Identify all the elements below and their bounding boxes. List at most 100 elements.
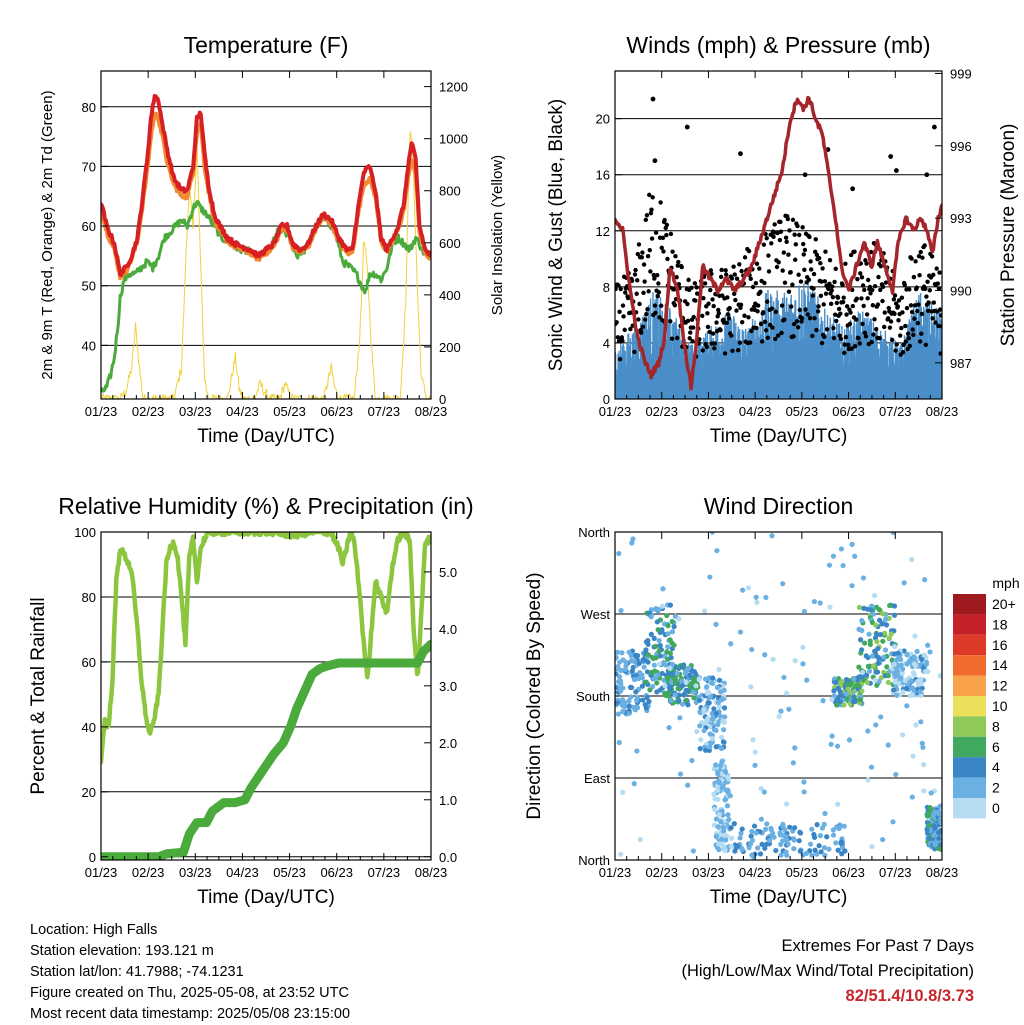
gust-point xyxy=(665,256,670,262)
gust-point xyxy=(646,289,651,294)
gust-point xyxy=(780,268,785,273)
gust-point xyxy=(842,342,848,347)
gust-point xyxy=(919,331,924,336)
winds-y-ticks: 0 4 8 12 16 20 xyxy=(596,112,622,407)
wind-direction-point xyxy=(911,656,917,662)
wind-direction-point xyxy=(834,702,840,708)
wind-direction-point xyxy=(910,685,916,691)
wind-direction-point xyxy=(674,670,680,677)
wind-direction-point xyxy=(904,703,910,709)
gust-point xyxy=(722,351,728,356)
gust-point xyxy=(794,319,800,324)
wind-direction-point xyxy=(749,646,755,653)
wind-direction-point xyxy=(716,811,722,817)
winds-x-tick-label: 04/23 xyxy=(739,404,772,419)
gust-point xyxy=(637,301,642,307)
wind-direction-point xyxy=(764,821,770,827)
wind-direction-point xyxy=(910,670,917,676)
temperature-y-tick-label: 70 xyxy=(82,159,96,174)
gust-point xyxy=(829,288,834,293)
gust-point xyxy=(888,319,894,324)
wind-direction-point xyxy=(881,654,887,660)
wind-direction-point xyxy=(665,623,671,629)
gust-point xyxy=(625,295,631,301)
gust-point xyxy=(641,290,646,296)
wind-direction-point xyxy=(920,744,926,751)
gust-point xyxy=(905,331,911,336)
wind-direction-point xyxy=(866,668,873,674)
winds-y2-tick-label: 999 xyxy=(950,66,972,81)
winds-y-tick-label: 0 xyxy=(603,392,610,407)
gust-point xyxy=(656,281,661,286)
wind-direction-point xyxy=(757,851,764,857)
gust-point xyxy=(648,269,653,274)
gust-point xyxy=(617,309,622,314)
gust-point xyxy=(848,252,854,258)
wind-direction-point xyxy=(637,670,643,676)
gust-point xyxy=(923,286,928,292)
gust-point xyxy=(619,335,625,340)
gust-point xyxy=(892,293,898,298)
wind-direction-point xyxy=(768,826,774,833)
gust-point xyxy=(762,319,768,324)
gust-point xyxy=(779,303,785,308)
wind-direction-point xyxy=(909,556,915,563)
wind-direction-x-tick-label: 06/23 xyxy=(832,865,865,880)
wind-direction-point xyxy=(750,737,756,743)
gust-point xyxy=(782,280,788,285)
gust-point xyxy=(870,303,875,308)
wind-direction-point xyxy=(857,637,864,643)
gust-point xyxy=(771,234,776,240)
wind-direction-point xyxy=(645,638,651,644)
gust-point xyxy=(893,348,898,353)
gust-point xyxy=(920,255,925,260)
temperature-y-label: 2m & 9m T (Red, Orange) & 2m Td (Green) xyxy=(39,90,56,379)
wind-direction-point xyxy=(748,833,754,839)
gust-point xyxy=(719,267,724,273)
gust-point xyxy=(675,263,680,268)
wind-direction-point xyxy=(622,703,628,710)
wind-direction-point xyxy=(663,662,669,668)
wind-direction-point xyxy=(938,846,942,853)
gust-point xyxy=(852,249,857,254)
speed-legend-label: 6 xyxy=(992,739,1000,755)
temperature-y2-tick-label: 800 xyxy=(439,184,461,199)
wind-direction-point xyxy=(923,661,929,667)
gust-point xyxy=(622,327,627,333)
temperature-x-tick-label: 04/23 xyxy=(226,404,259,419)
gust-point xyxy=(748,276,753,282)
humidity-y-tick-label: 40 xyxy=(82,720,96,735)
temperature-y-tick-label: 60 xyxy=(82,219,96,234)
wind-direction-point xyxy=(886,635,893,641)
speed-legend-swatch xyxy=(953,655,986,676)
gust-point xyxy=(912,316,917,321)
wind-direction-point xyxy=(918,676,924,682)
wind-direction-point xyxy=(714,684,720,691)
wind-direction-point xyxy=(718,689,724,695)
wind-direction-point xyxy=(873,622,879,628)
gust-point xyxy=(810,333,815,339)
wind-direction-point xyxy=(653,643,659,649)
wind-direction-point xyxy=(883,622,890,628)
wind-direction-point xyxy=(778,841,784,848)
wind-direction-point xyxy=(672,692,678,698)
wind-direction-point xyxy=(648,631,654,637)
wind-direction-point xyxy=(713,833,719,839)
wind-direction-point xyxy=(773,847,779,854)
wind-direction-point xyxy=(874,638,880,645)
wind-direction-plot-area xyxy=(615,532,942,860)
speed-legend-label: 18 xyxy=(992,616,1008,632)
gust-point xyxy=(816,304,821,309)
gust-point xyxy=(731,264,736,269)
gust-point xyxy=(925,279,930,285)
winds-y-tick-label: 4 xyxy=(603,336,610,351)
wind-direction-point xyxy=(662,690,668,696)
wind-direction-point xyxy=(781,674,787,680)
wind-direction-point xyxy=(840,562,846,569)
wind-direction-point xyxy=(872,648,878,654)
wind-direction-point xyxy=(873,722,879,728)
gust-point xyxy=(847,321,853,327)
wind-direction-point xyxy=(713,816,720,822)
gust-point xyxy=(674,275,679,280)
temperature-chart: Temperature (F) 01/23 02/23 03/23 04/23 05/23… xyxy=(39,32,506,447)
